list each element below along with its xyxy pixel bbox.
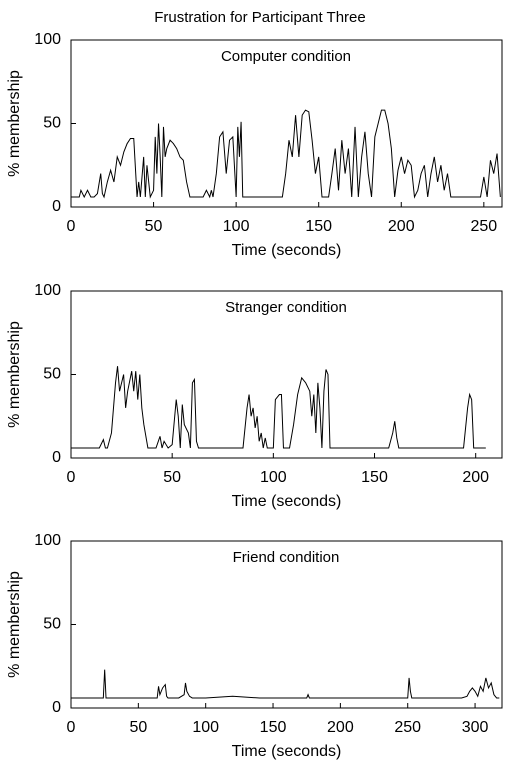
y-tick-label: 100 xyxy=(34,282,61,299)
series-line xyxy=(71,669,500,699)
y-tick-label: 0 xyxy=(52,198,61,215)
x-axis-label: Time (seconds) xyxy=(232,743,342,760)
subplot-title: Stranger condition xyxy=(225,299,347,316)
x-tick-label: 200 xyxy=(462,469,489,486)
x-tick-label: 250 xyxy=(394,719,421,736)
y-axis-label: % membership xyxy=(6,321,23,428)
x-tick-label: 0 xyxy=(67,469,76,486)
y-axis-label: % membership xyxy=(6,70,23,177)
x-tick-label: 50 xyxy=(145,218,163,235)
y-tick-label: 0 xyxy=(52,699,61,716)
x-tick-label: 200 xyxy=(388,218,415,235)
x-tick-label: 0 xyxy=(67,719,76,736)
x-tick-label: 300 xyxy=(462,719,489,736)
x-axis-label: Time (seconds) xyxy=(232,242,342,259)
x-tick-label: 250 xyxy=(470,218,497,235)
x-tick-label: 0 xyxy=(67,218,76,235)
y-tick-label: 50 xyxy=(43,616,61,633)
subplot-title: Friend condition xyxy=(233,549,340,566)
x-tick-label: 150 xyxy=(260,719,287,736)
figure-title: Frustration for Participant Three xyxy=(154,9,365,26)
plot-frame xyxy=(70,540,503,709)
y-tick-label: 50 xyxy=(43,366,61,383)
x-tick-label: 100 xyxy=(192,719,219,736)
y-tick-label: 50 xyxy=(43,115,61,132)
y-tick-label: 100 xyxy=(34,31,61,48)
series-line xyxy=(71,109,501,199)
x-tick-label: 150 xyxy=(305,218,332,235)
x-tick-label: 100 xyxy=(223,218,250,235)
y-tick-label: 100 xyxy=(34,532,61,549)
x-tick-label: 100 xyxy=(260,469,287,486)
x-tick-label: 200 xyxy=(327,719,354,736)
subplot-title: Computer condition xyxy=(221,48,351,65)
x-axis-label: Time (seconds) xyxy=(232,493,342,510)
x-tick-label: 50 xyxy=(163,469,181,486)
series-line xyxy=(71,366,486,449)
y-axis-label: % membership xyxy=(6,571,23,678)
y-tick-label: 0 xyxy=(52,449,61,466)
x-tick-label: 50 xyxy=(129,719,147,736)
x-tick-label: 150 xyxy=(361,469,388,486)
